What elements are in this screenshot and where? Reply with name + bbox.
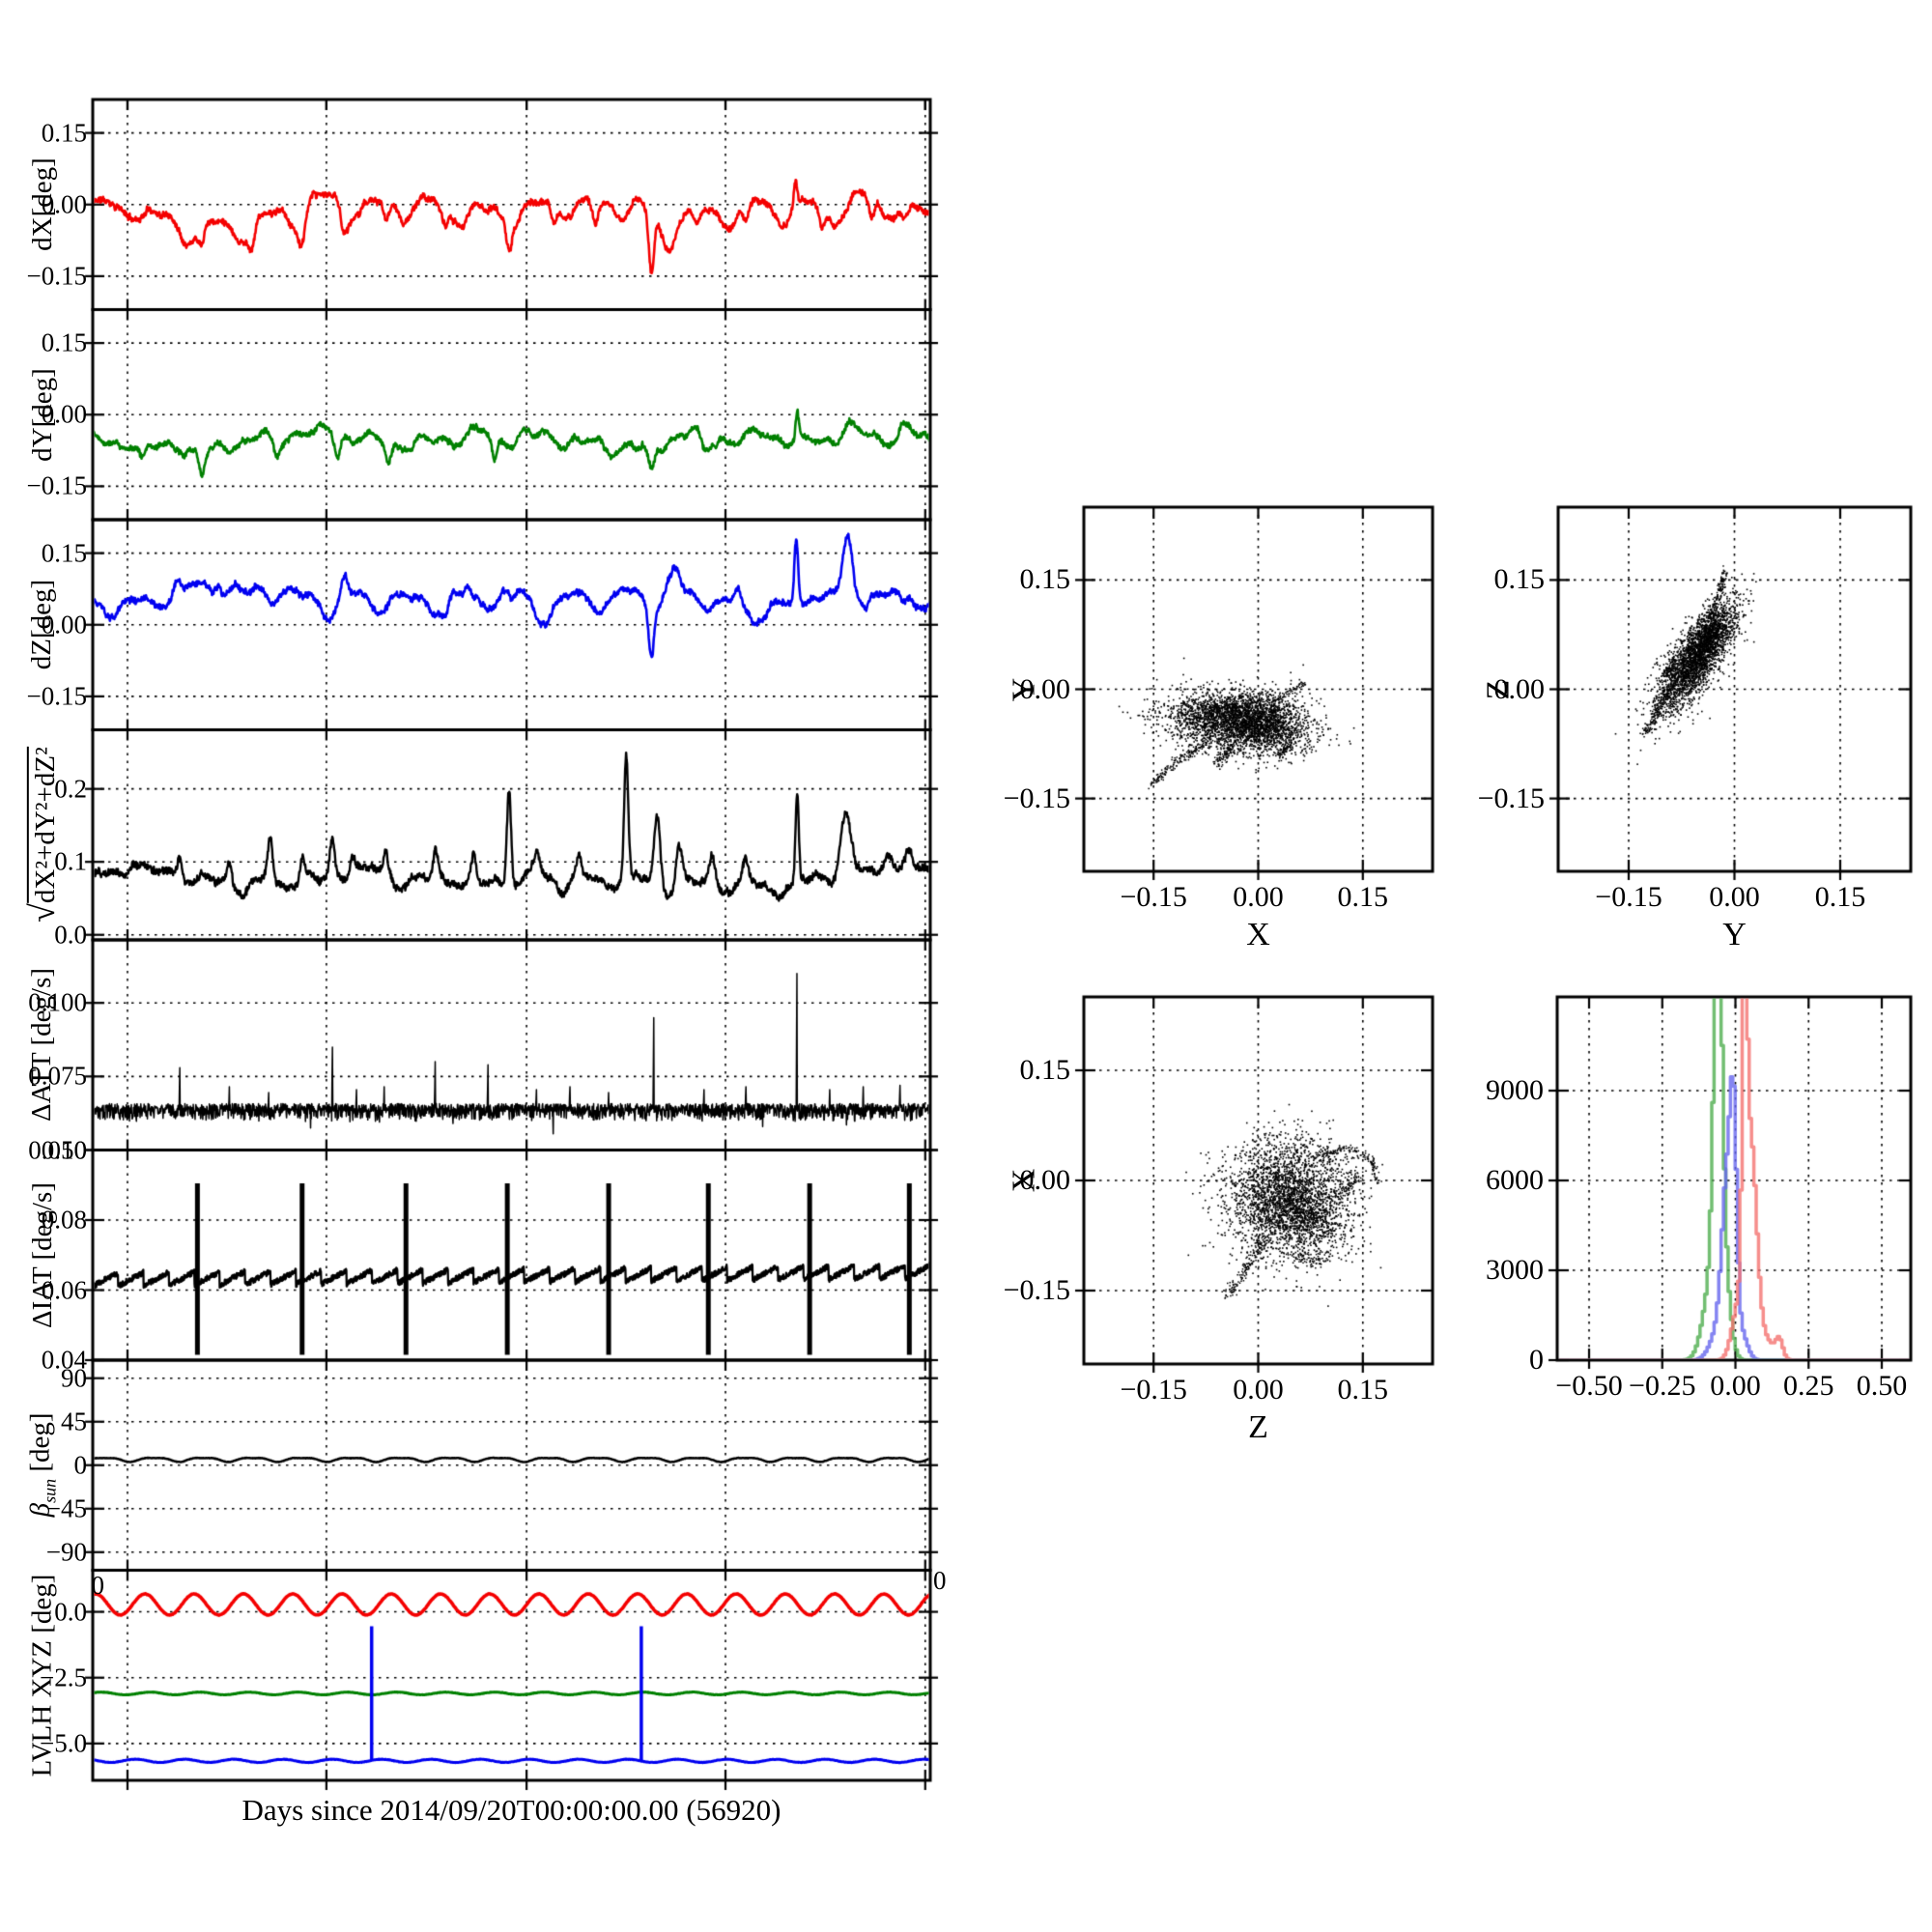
ytick-dIAT-0.04: 0.04 <box>41 1345 87 1375</box>
ytick-X_vs_Z-−0.15: −0.15 <box>1003 1274 1070 1306</box>
xtick-Z_vs_Y-0.15: 0.15 <box>1814 881 1866 913</box>
ytick-Y_vs_X-−0.15: −0.15 <box>1003 781 1070 814</box>
ytick-Z_vs_Y-0.15: 0.15 <box>1493 563 1546 596</box>
ytick-X_vs_Z-0.15: 0.15 <box>1019 1054 1071 1086</box>
ytick-hist-3000: 3000 <box>1486 1254 1544 1286</box>
ytick-dIAT-0.08: 0.08 <box>41 1205 87 1235</box>
ytick-dY-−0.15: −0.15 <box>26 470 87 500</box>
ytick-LVLH-−5.0: −5.0 <box>40 1728 87 1758</box>
ytick-Z_vs_Y-0.00: 0.00 <box>1493 672 1546 705</box>
ytick-hist-6000: 6000 <box>1486 1164 1544 1196</box>
xtick-hist-−0.25: −0.25 <box>1629 1370 1696 1402</box>
ytick-LVLH-−2.5: −2.5 <box>40 1662 87 1692</box>
ytick-dZ-−0.15: −0.15 <box>26 681 87 711</box>
xtick-hist-0.25: 0.25 <box>1783 1370 1834 1402</box>
xtick-hist-0.50: 0.50 <box>1856 1370 1908 1402</box>
ytick-dZ-0.15: 0.15 <box>41 538 87 568</box>
ytick-Y_vs_X-0.00: 0.00 <box>1019 672 1071 705</box>
ytick-beta_sun-−45: −45 <box>45 1493 87 1523</box>
xlabel-Z_vs_Y: Y <box>1722 917 1747 952</box>
ytick-hist-0: 0 <box>1529 1344 1544 1376</box>
ytick-dIAT-0.10: 0.10 <box>41 1135 87 1164</box>
xtick-Z_vs_Y-−0.15: −0.15 <box>1595 881 1662 913</box>
x-axis-label: Days since 2014/09/20T00:00:00.00 (56920… <box>242 1793 781 1827</box>
ytick-dX-0.00: 0.00 <box>41 189 87 219</box>
ytick-dY-0.15: 0.15 <box>41 327 87 357</box>
xtick-X_vs_Z-0.15: 0.15 <box>1337 1374 1389 1406</box>
ytick-X_vs_Z-0.00: 0.00 <box>1019 1164 1071 1196</box>
xtick-X_vs_Z-0.00: 0.00 <box>1233 1374 1284 1406</box>
ytick-beta_sun-−90: −90 <box>45 1537 87 1567</box>
ytick-resultant-0.2: 0.2 <box>54 774 87 804</box>
ytick-resultant-0.0: 0.0 <box>54 920 87 950</box>
ytick-Z_vs_Y-−0.15: −0.15 <box>1477 781 1545 814</box>
ytick-dATT-0.050: 0.050 <box>28 1135 87 1164</box>
xlabel-Y_vs_X: X <box>1246 917 1270 952</box>
ytick-dIAT-0.06: 0.06 <box>41 1275 87 1304</box>
ytick-dX-0.15: 0.15 <box>41 118 87 148</box>
ytick-dX-−0.15: −0.15 <box>26 261 87 291</box>
ytick-dZ-0.00: 0.00 <box>41 610 87 639</box>
xtick-Y_vs_X-0.15: 0.15 <box>1337 881 1389 913</box>
ytick-beta_sun-0: 0 <box>73 1450 88 1480</box>
ytick-resultant-0.1: 0.1 <box>54 846 87 876</box>
ytick-dATT-0.100: 0.100 <box>28 987 87 1017</box>
xtick-hist-0.00: 0.00 <box>1710 1370 1761 1402</box>
ytick-LVLH-0.0: 0.0 <box>54 1597 87 1627</box>
ytick-Y_vs_X-0.15: 0.15 <box>1019 563 1071 596</box>
xtick-hist-−0.50: −0.50 <box>1555 1370 1623 1402</box>
xtick-Z_vs_Y-0.00: 0.00 <box>1709 881 1760 913</box>
xtick-X_vs_Z-−0.15: −0.15 <box>1120 1374 1187 1406</box>
xtick-Y_vs_X-−0.15: −0.15 <box>1120 881 1187 913</box>
stray-zero-right: 0 <box>933 1566 947 1595</box>
ytick-beta_sun-45: 45 <box>61 1406 87 1436</box>
stray-zero-left: 0 <box>91 1571 105 1600</box>
ytick-dY-0.00: 0.00 <box>41 399 87 429</box>
xlabel-X_vs_Z: Z <box>1248 1409 1268 1445</box>
ytick-beta_sun-90: 90 <box>61 1363 87 1393</box>
xtick-Y_vs_X-0.00: 0.00 <box>1233 881 1284 913</box>
ytick-dATT-0.075: 0.075 <box>28 1061 87 1091</box>
ytick-hist-9000: 9000 <box>1486 1074 1544 1107</box>
